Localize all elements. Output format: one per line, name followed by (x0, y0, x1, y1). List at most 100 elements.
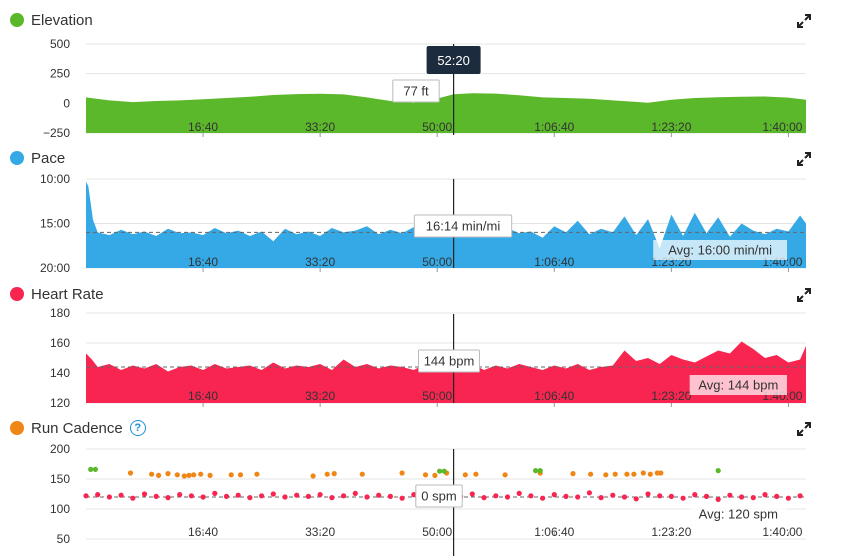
cadence-point (165, 495, 171, 501)
cadence-point (774, 493, 780, 499)
expand-icon[interactable] (797, 288, 811, 302)
cadence-point (645, 491, 651, 497)
x-tick-label: 33:20 (305, 525, 335, 539)
tooltip-text: 0 spm (421, 489, 456, 504)
elevation-header: Elevation (10, 8, 93, 32)
cadence-point (106, 494, 112, 500)
elevation-chart: 500 250 0 −250 16:40 33:20 50:00 1:06:40 1:23:20… (43, 37, 806, 140)
cadence-point (540, 495, 546, 501)
cadence-point (575, 494, 581, 500)
x-tick-label: 16:40 (188, 525, 218, 539)
expand-icon[interactable] (797, 422, 811, 436)
cadence-panel: 200 150 100 50 16:40 33:20 50:00 1:06:40 1:23:20… (0, 416, 849, 556)
x-tick-label: 16:40 (188, 255, 218, 269)
x-tick-label: 1:40:00 (762, 525, 802, 539)
x-tick-label: 1:23:20 (651, 525, 691, 539)
x-tick-label: 50:00 (422, 389, 452, 403)
tooltip-text: 77 ft (403, 84, 429, 99)
cadence-point (469, 491, 475, 497)
cadence-point (359, 471, 365, 477)
cadence-point (153, 493, 159, 499)
cadence-point (207, 472, 213, 478)
cadence-point (294, 492, 300, 498)
cadence-point (462, 472, 468, 478)
cadence-point (739, 494, 745, 500)
cadence-point (692, 492, 698, 498)
y-tick-label: 10:00 (40, 172, 70, 186)
cadence-point (727, 492, 733, 498)
cadence-point (411, 492, 417, 498)
y-tick-label: 50 (57, 532, 71, 546)
cadence-point (270, 491, 276, 497)
cadence-point (331, 471, 337, 477)
cadence-point (624, 471, 630, 477)
cadence-point (750, 495, 756, 501)
cadence-point (329, 495, 335, 501)
elevation-legend-dot (10, 13, 24, 27)
cursor-time-badge (426, 46, 481, 74)
cadence-point (317, 492, 323, 498)
x-tick-label: 1:23:20 (651, 120, 691, 134)
cadence-point (715, 468, 721, 474)
y-tick-label: 250 (50, 67, 70, 81)
cadence-point (376, 492, 382, 498)
cadence-point (223, 493, 230, 499)
cadence-point (657, 493, 663, 499)
cadence-point (658, 470, 664, 476)
y-tick-label: 120 (50, 396, 70, 410)
cadence-legend-dot (10, 421, 24, 435)
tooltip-box (415, 484, 463, 508)
cadence-point (282, 494, 288, 500)
cadence-point (537, 468, 543, 474)
cadence-point (305, 493, 311, 499)
cadence-point (504, 494, 511, 500)
cadence-point (186, 472, 192, 478)
cadence-point (621, 494, 628, 500)
cadence-point (647, 471, 653, 477)
cadence-point (640, 470, 646, 476)
cadence-point (481, 495, 487, 501)
average-label: Avg: 16:00 min/mi (668, 243, 772, 258)
cadence-point (118, 492, 124, 498)
cadence-point (254, 471, 260, 477)
expand-icon[interactable] (797, 152, 811, 166)
heart-rate-legend-dot (10, 287, 24, 301)
tooltip-box (413, 214, 513, 238)
cadence-header: Run Cadence ? (10, 416, 146, 440)
cadence-point (174, 472, 180, 478)
cadence-point (188, 493, 194, 499)
cursor-time-label: 52:20 (437, 53, 470, 68)
tooltip-box (392, 79, 440, 103)
cadence-point (502, 472, 508, 478)
cadence-point (551, 492, 557, 498)
y-tick-label: 160 (50, 336, 70, 350)
help-icon[interactable]: ? (129, 420, 146, 436)
pace-title: Pace (31, 149, 66, 167)
y-tick-label: 15:00 (40, 217, 70, 231)
average-label-box (689, 504, 787, 524)
expand-icon[interactable] (797, 14, 811, 28)
cadence-point (631, 471, 637, 477)
x-tick-label: 50:00 (422, 525, 452, 539)
heart-rate-header: Heart Rate (10, 282, 104, 306)
heart-rate-chart: 180 160 140 120 16:40 33:20 50:00 1:06:40 1:23:2… (50, 306, 806, 410)
cadence-point (177, 492, 183, 498)
x-tick-label: 1:06:40 (534, 389, 574, 403)
cadence-point (341, 493, 347, 499)
cadence-point (235, 492, 241, 498)
cadence-point (130, 495, 136, 501)
cadence-point (516, 490, 522, 496)
cadence-point (603, 472, 609, 478)
x-tick-label: 33:20 (305, 120, 335, 134)
average-label-box (653, 240, 787, 260)
cadence-point (165, 471, 171, 477)
tooltip-text: 16:14 min/mi (426, 219, 501, 234)
elevation-area (86, 93, 806, 133)
average-label-box (689, 375, 787, 395)
cadence-point (668, 493, 675, 499)
x-tick-label: 33:20 (305, 389, 335, 403)
pace-area (86, 181, 806, 268)
average-label: Avg: 144 bpm (698, 378, 778, 393)
cadence-point (598, 495, 604, 501)
